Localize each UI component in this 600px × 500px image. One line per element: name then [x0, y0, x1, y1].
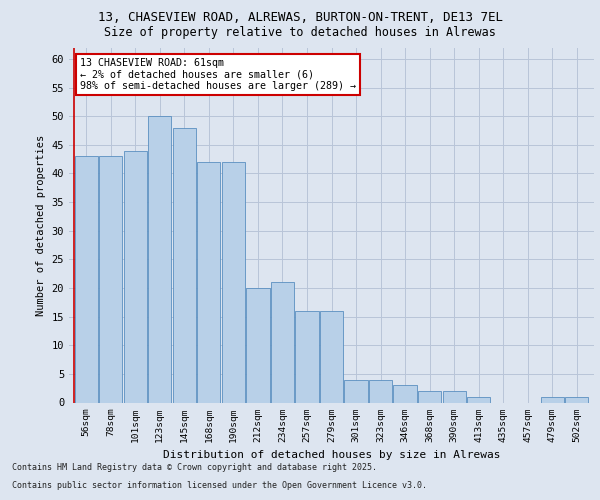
Bar: [344, 380, 368, 402]
Bar: [197, 162, 220, 402]
Text: Size of property relative to detached houses in Alrewas: Size of property relative to detached ho…: [104, 26, 496, 39]
X-axis label: Distribution of detached houses by size in Alrewas: Distribution of detached houses by size …: [163, 450, 500, 460]
Bar: [541, 397, 564, 402]
Bar: [99, 156, 122, 402]
Text: 13, CHASEVIEW ROAD, ALREWAS, BURTON-ON-TRENT, DE13 7EL: 13, CHASEVIEW ROAD, ALREWAS, BURTON-ON-T…: [97, 11, 503, 24]
Bar: [148, 116, 172, 403]
Bar: [295, 311, 319, 402]
Text: Contains HM Land Registry data © Crown copyright and database right 2025.: Contains HM Land Registry data © Crown c…: [12, 464, 377, 472]
Y-axis label: Number of detached properties: Number of detached properties: [36, 134, 46, 316]
Bar: [369, 380, 392, 402]
Bar: [467, 397, 490, 402]
Bar: [222, 162, 245, 402]
Bar: [320, 311, 343, 402]
Bar: [394, 386, 417, 402]
Bar: [246, 288, 269, 403]
Bar: [443, 391, 466, 402]
Bar: [124, 150, 147, 402]
Text: Contains public sector information licensed under the Open Government Licence v3: Contains public sector information licen…: [12, 481, 427, 490]
Bar: [565, 397, 589, 402]
Bar: [271, 282, 294, 403]
Bar: [173, 128, 196, 402]
Bar: [418, 391, 441, 402]
Bar: [74, 156, 98, 402]
Text: 13 CHASEVIEW ROAD: 61sqm
← 2% of detached houses are smaller (6)
98% of semi-det: 13 CHASEVIEW ROAD: 61sqm ← 2% of detache…: [79, 58, 355, 92]
